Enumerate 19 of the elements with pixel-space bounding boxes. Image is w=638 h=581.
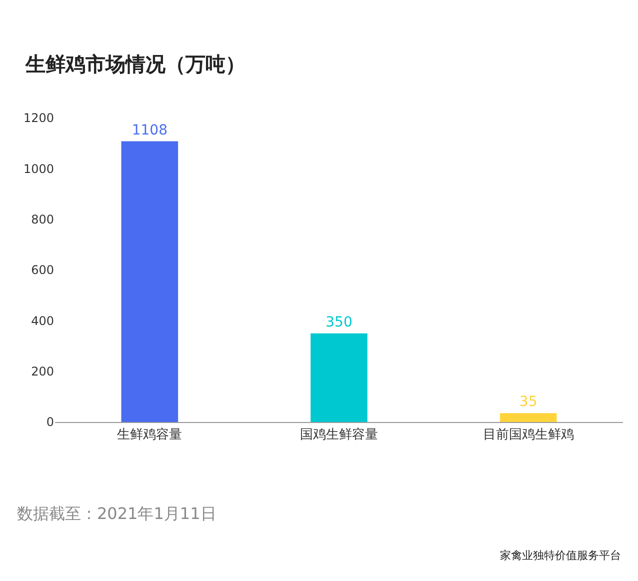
text: 家禽业独特价值服务平台 — [500, 549, 621, 562]
y-tick-label: 1200 — [23, 111, 54, 126]
chart-title: 生鲜鸡市场情况（万吨） — [24, 52, 246, 76]
data-label: 350 — [326, 314, 352, 330]
data-label: 1108 — [132, 122, 168, 138]
y-tick-label: 1000 — [23, 162, 54, 176]
x-tick-label: 生鲜鸡容量 — [117, 426, 182, 443]
text: 数据截至：2021年1月11日 — [17, 504, 216, 523]
x-tick-label: 目前国鸡生鲜鸡 — [482, 428, 574, 443]
bar — [121, 141, 178, 422]
y-tick-label: 200 — [31, 364, 54, 379]
x-tick-label: 国鸡生鲜容量 — [300, 426, 378, 443]
bar — [500, 413, 557, 422]
y-tick-label: 0 — [46, 415, 54, 430]
y-tick-label: 800 — [31, 212, 54, 227]
y-tick-label: 400 — [31, 314, 54, 328]
y-tick-label: 600 — [31, 263, 54, 278]
data-label: 35 — [519, 394, 538, 410]
bar — [310, 333, 368, 422]
